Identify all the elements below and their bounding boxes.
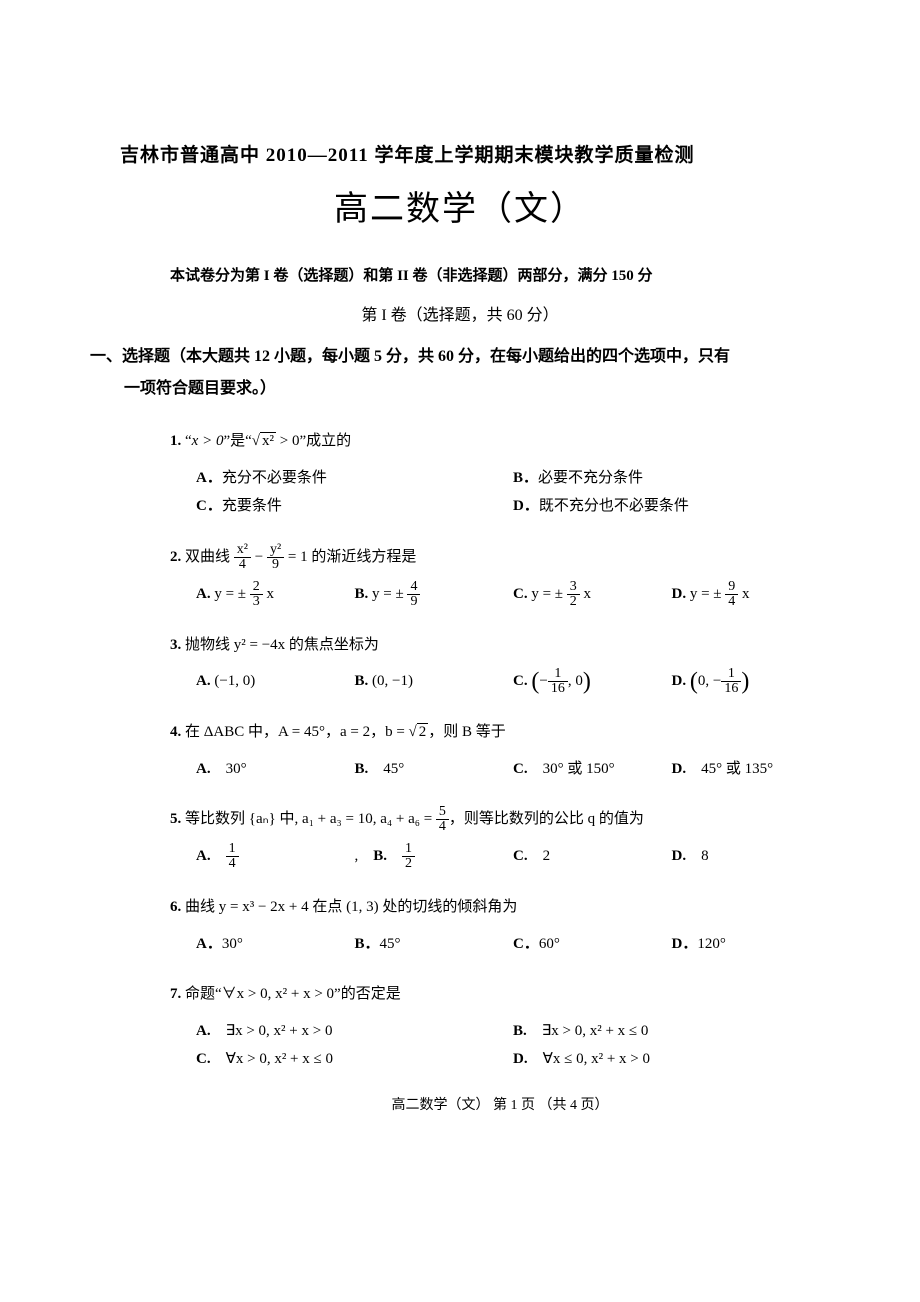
instructions-line1: 一、选择题（本大题共 12 小题，每小题 5 分，共 60 分，在每小题给出的四… [90,348,730,365]
q4-opt-c: C. 30° 或 150° [513,755,672,784]
exam-intro: 本试卷分为第 I 卷（选择题）和第 II 卷（非选择题）两部分，满分 150 分 [170,264,830,285]
q4-opt-b: B. 45° [355,755,514,784]
q6-opt-d: D．120° [672,930,831,959]
sqrt-icon: 2 [409,718,429,747]
questions-block: 1. “x > 0”是“x² > 0”成立的 A．充分不必要条件 B．必要不充分… [170,427,830,1114]
q4-stem: 在 ΔABC 中，A = 45°，a = 2，b = 2，则 B 等于 [185,724,506,740]
q7-opt-c: C. ∀x > 0, x² + x ≤ 0 [196,1045,513,1074]
question-1: 1. “x > 0”是“x² > 0”成立的 A．充分不必要条件 B．必要不充分… [170,427,830,521]
q5-stem: 等比数列 {aₙ} 中, a₁ + a₃ = 10, a₄ + a₆ = 54，… [185,811,644,827]
q7-num: 7. [170,986,181,1002]
question-6: 6. 曲线 y = x³ − 2x + 4 在点 (1, 3) 处的切线的倾斜角… [170,893,830,958]
q2-opt-b: B. y = ± 49 [355,580,514,609]
q7-opt-a: A. ∃x > 0, x² + x > 0 [196,1017,513,1046]
q5-num: 5. [170,811,181,827]
q2-opt-a: A. y = ± 23 x [196,580,355,609]
question-7: 7. 命题“∀x > 0, x² + x > 0”的否定是 A. ∃x > 0,… [170,980,830,1074]
q3-opt-c: C. (−116, 0) [513,667,672,696]
q5-opt-c: C. 2 [513,842,672,871]
q3-num: 3. [170,637,181,653]
q2-opt-d: D. y = ± 94 x [672,580,831,609]
q1-num: 1. [170,433,181,449]
q6-opt-c: C．60° [513,930,672,959]
section-label: 第 I 卷（选择题，共 60 分） [90,301,830,325]
q4-opt-d: D. 45° 或 135° [672,755,831,784]
q6-opt-a: A．30° [196,930,355,959]
q4-opt-a: A. 30° [196,755,355,784]
question-5: 5. 等比数列 {aₙ} 中, a₁ + a₃ = 10, a₄ + a₆ = … [170,805,830,871]
sqrt-icon: x² [252,427,276,456]
instructions-line2: 一项符合题目要求。） [124,380,276,397]
q5-options: A. 14 , B. 12 C. 2 D. 8 [196,842,830,871]
q3-stem: 抛物线 y² = −4x 的焦点坐标为 [185,637,379,653]
q6-stem: 曲线 y = x³ − 2x + 4 在点 (1, 3) 处的切线的倾斜角为 [185,899,517,915]
q2-opt-c: C. y = ± 32 x [513,580,672,609]
question-2: 2. 双曲线 x²4 − y²9 = 1 的渐近线方程是 A. y = ± 23… [170,543,830,609]
q1-opt-c: C．充要条件 [196,492,513,521]
page-footer: 高二数学（文） 第 1 页 （共 4 页） [170,1094,830,1114]
exam-page: { "doc": { "background_color": "#ffffff"… [0,0,920,1302]
q6-num: 6. [170,899,181,915]
q3-options: A. (−1, 0) B. (0, −1) C. (−116, 0) D. (0… [196,667,830,696]
q3-opt-a: A. (−1, 0) [196,667,355,696]
q1-opt-d: D．既不充分也不必要条件 [513,492,830,521]
q4-num: 4. [170,724,181,740]
q2-stem: 双曲线 x²4 − y²9 = 1 的渐近线方程是 [185,549,416,565]
q7-options: A. ∃x > 0, x² + x > 0 B. ∃x > 0, x² + x … [196,1017,830,1074]
q3-opt-b: B. (0, −1) [355,667,514,696]
q7-opt-d: D. ∀x ≤ 0, x² + x > 0 [513,1045,830,1074]
q1-options: A．充分不必要条件 B．必要不充分条件 C．充要条件 D．既不充分也不必要条件 [196,464,830,521]
q2-num: 2. [170,549,181,565]
q6-options: A．30° B．45° C．60° D．120° [196,930,830,959]
question-4: 4. 在 ΔABC 中，A = 45°，a = 2，b = 2，则 B 等于 A… [170,718,830,783]
q4-options: A. 30° B. 45° C. 30° 或 150° D. 45° 或 135… [196,755,830,784]
question-3: 3. 抛物线 y² = −4x 的焦点坐标为 A. (−1, 0) B. (0,… [170,631,830,697]
q1-opt-a: A．充分不必要条件 [196,464,513,493]
exam-title: 高二数学（文） [90,181,830,230]
q1-stem: “x > 0”是“x² > 0”成立的 [185,433,351,449]
q5-opt-d: D. 8 [672,842,831,871]
q7-stem: 命题“∀x > 0, x² + x > 0”的否定是 [185,986,401,1002]
q3-opt-d: D. (0, −116) [672,667,831,696]
q5-opt-b: , B. 12 [355,842,514,871]
q2-options: A. y = ± 23 x B. y = ± 49 C. y = ± 32 x … [196,580,830,609]
q7-opt-b: B. ∃x > 0, x² + x ≤ 0 [513,1017,830,1046]
q5-opt-a: A. 14 [196,842,355,871]
instructions: 一、选择题（本大题共 12 小题，每小题 5 分，共 60 分，在每小题给出的四… [90,341,830,405]
q1-opt-b: B．必要不充分条件 [513,464,830,493]
q6-opt-b: B．45° [355,930,514,959]
exam-header: 吉林市普通高中 2010—2011 学年度上学期期末模块教学质量检测 [120,140,830,167]
